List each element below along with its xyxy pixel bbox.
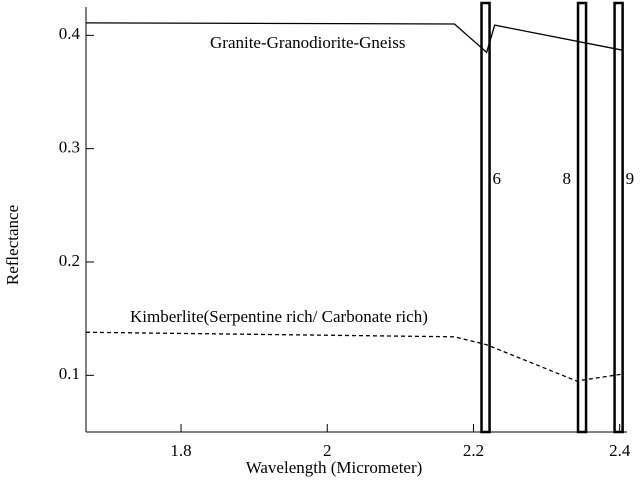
series-line [85,22,623,54]
y-tick-label: 0.2 [59,251,80,270]
y-tick-label: 0.3 [59,138,80,157]
y-tick-label: 0.4 [59,24,81,43]
x-tick-label: 2 [323,441,332,460]
y-axis-title: Reflectance [3,205,22,285]
band-label: 8 [563,169,572,188]
x-tick-label: 2.4 [609,441,631,460]
band-label: 6 [493,169,502,188]
band [613,1,624,434]
band [576,1,588,434]
band [480,1,491,434]
band-label: 9 [626,169,635,188]
series-line [85,331,622,382]
x-axis-title: Wavelength (Micrometer) [246,458,423,477]
x-tick-label: 1.8 [170,441,191,460]
x-tick-label: 2.2 [463,441,484,460]
series-label: Kimberlite(Serpentine rich/ Carbonate ri… [130,307,428,326]
series-label: Granite-Granodiorite-Gneiss [210,33,405,52]
y-tick-label: 0.1 [59,364,80,383]
